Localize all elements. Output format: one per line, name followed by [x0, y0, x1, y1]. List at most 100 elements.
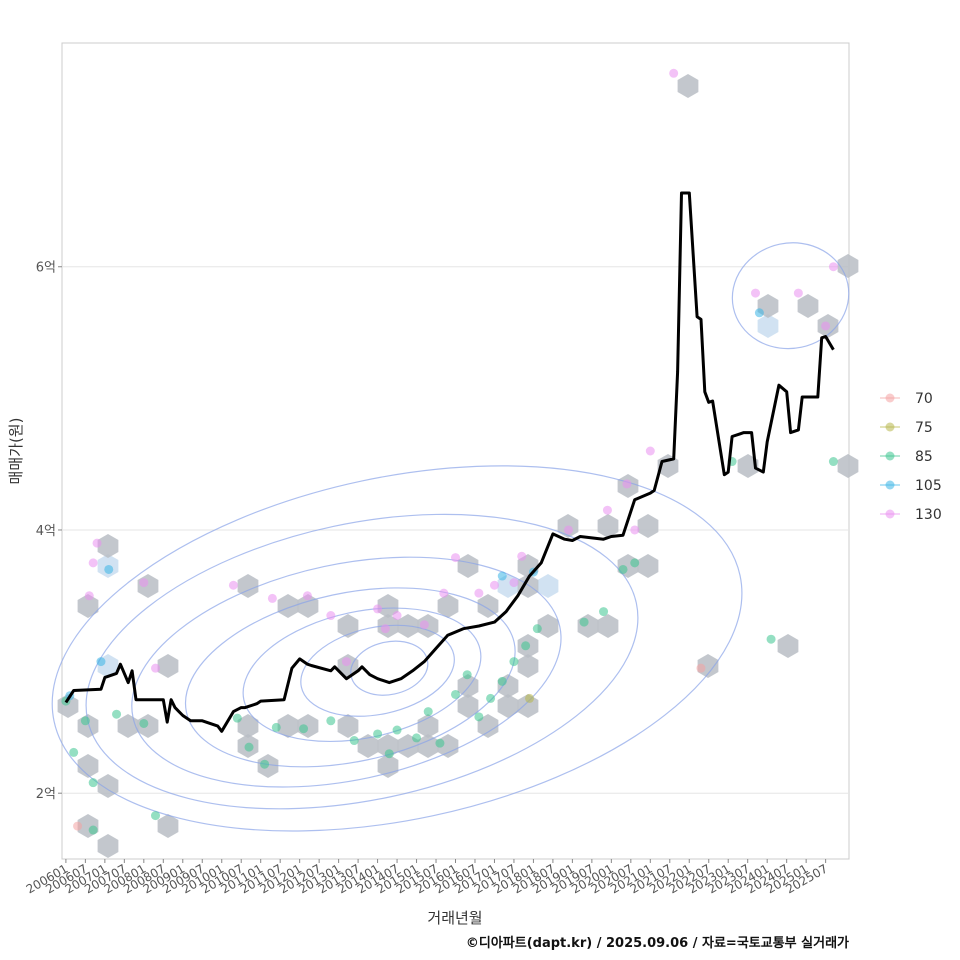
data-point-85: [509, 657, 519, 667]
legend: 70 75 85 105 130: [880, 391, 942, 523]
data-point-85: [630, 558, 640, 568]
data-point-130: [517, 551, 527, 561]
data-point-130: [139, 578, 149, 588]
median-line-layer: [64, 191, 835, 733]
data-point-105: [96, 657, 106, 667]
hexbin: [537, 614, 559, 638]
data-point-130: [326, 611, 336, 621]
hexbin: [637, 514, 659, 538]
data-point-130: [151, 663, 161, 673]
data-point-130: [489, 580, 499, 590]
data-point-130: [92, 538, 102, 548]
y-axis-ticks: 2억 4억 6억: [36, 261, 62, 802]
data-point-130: [750, 288, 760, 298]
hexbin: [417, 734, 439, 758]
data-point-130: [669, 68, 679, 78]
density-contour: [731, 242, 850, 350]
data-point-105: [104, 564, 114, 574]
data-point-130: [474, 588, 484, 598]
density-contour: [184, 587, 516, 768]
hexbin: [597, 514, 619, 538]
hexbin: [357, 734, 379, 758]
hexbin: [677, 74, 699, 98]
hexbin: [97, 834, 119, 858]
density-contour: [131, 556, 562, 788]
legend-label-70: 70: [915, 391, 933, 407]
data-point-85: [474, 712, 484, 722]
legend-label-130: 130: [915, 507, 942, 523]
data-point-130: [88, 558, 98, 568]
density-contours: [51, 242, 850, 832]
legend-key-85: [885, 451, 895, 461]
panel-background: [61, 42, 850, 860]
legend-key-130: [885, 509, 895, 519]
hexbin: [277, 594, 299, 618]
data-point-85: [88, 825, 98, 835]
hexbin: [837, 454, 859, 478]
hexbin: [97, 774, 119, 798]
data-point-85: [497, 676, 507, 686]
data-point-85: [244, 742, 254, 752]
hexbin: [837, 254, 859, 278]
data-point-85: [139, 718, 149, 728]
density-contour: [51, 465, 743, 832]
hexbin: [337, 714, 359, 738]
hexbin: [597, 614, 619, 638]
data-point-85: [373, 729, 383, 739]
data-point-85: [271, 722, 281, 732]
hexbin: [637, 554, 659, 578]
data-point-85: [766, 634, 776, 644]
hexbin: [77, 594, 99, 618]
hexbin: [377, 594, 399, 618]
legend-label-85: 85: [915, 449, 933, 465]
y-tick-label: 6억: [36, 261, 56, 276]
data-point-85: [828, 457, 838, 467]
data-point-85: [532, 624, 542, 634]
hexbin: [537, 574, 559, 598]
hexbin: [457, 694, 479, 718]
y-tick-label: 2억: [36, 787, 56, 802]
data-point-130: [828, 262, 838, 272]
data-point-85: [80, 716, 90, 726]
data-point-85: [521, 641, 531, 651]
data-point-70: [73, 821, 83, 831]
data-point-130: [821, 321, 831, 331]
data-point-85: [349, 736, 359, 746]
legend-key-70: [885, 393, 895, 403]
caption: ©디아파트(dapt.kr) / 2025.09.06 / 자료=국토교통부 실…: [466, 935, 849, 951]
data-point-130: [380, 624, 390, 634]
data-point-85: [232, 713, 242, 723]
x-axis-title: 거래년월: [427, 909, 482, 927]
data-point-85: [435, 738, 445, 748]
data-point-75: [525, 693, 535, 703]
data-point-85: [579, 617, 589, 627]
data-point-130: [439, 588, 449, 598]
data-point-85: [392, 725, 402, 735]
data-point-130: [341, 657, 351, 667]
hexbin: [797, 294, 819, 318]
hexbin: [277, 714, 299, 738]
data-point-130: [267, 593, 277, 603]
data-point-105: [497, 571, 507, 581]
data-point-130: [392, 611, 402, 621]
median-price-line: [64, 191, 835, 733]
data-point-85: [260, 759, 270, 769]
density-contour: [300, 624, 455, 717]
data-point-85: [486, 693, 496, 703]
data-point-85: [384, 749, 394, 759]
hexbin: [237, 714, 259, 738]
data-point-85: [88, 778, 98, 788]
data-point-130: [373, 604, 383, 614]
x-axis-ticks: 2006012006072007012007072008012008072009…: [24, 859, 830, 897]
data-point-130: [793, 288, 803, 298]
data-point-85: [599, 607, 609, 617]
y-axis-title: 매매가(원): [7, 418, 25, 485]
hexbin: [157, 814, 179, 838]
data-point-85: [112, 709, 122, 719]
legend-label-75: 75: [915, 420, 933, 436]
hexbin: [777, 634, 799, 658]
data-point-130: [228, 580, 238, 590]
hexbin: [477, 714, 499, 738]
data-point-70: [696, 663, 706, 673]
